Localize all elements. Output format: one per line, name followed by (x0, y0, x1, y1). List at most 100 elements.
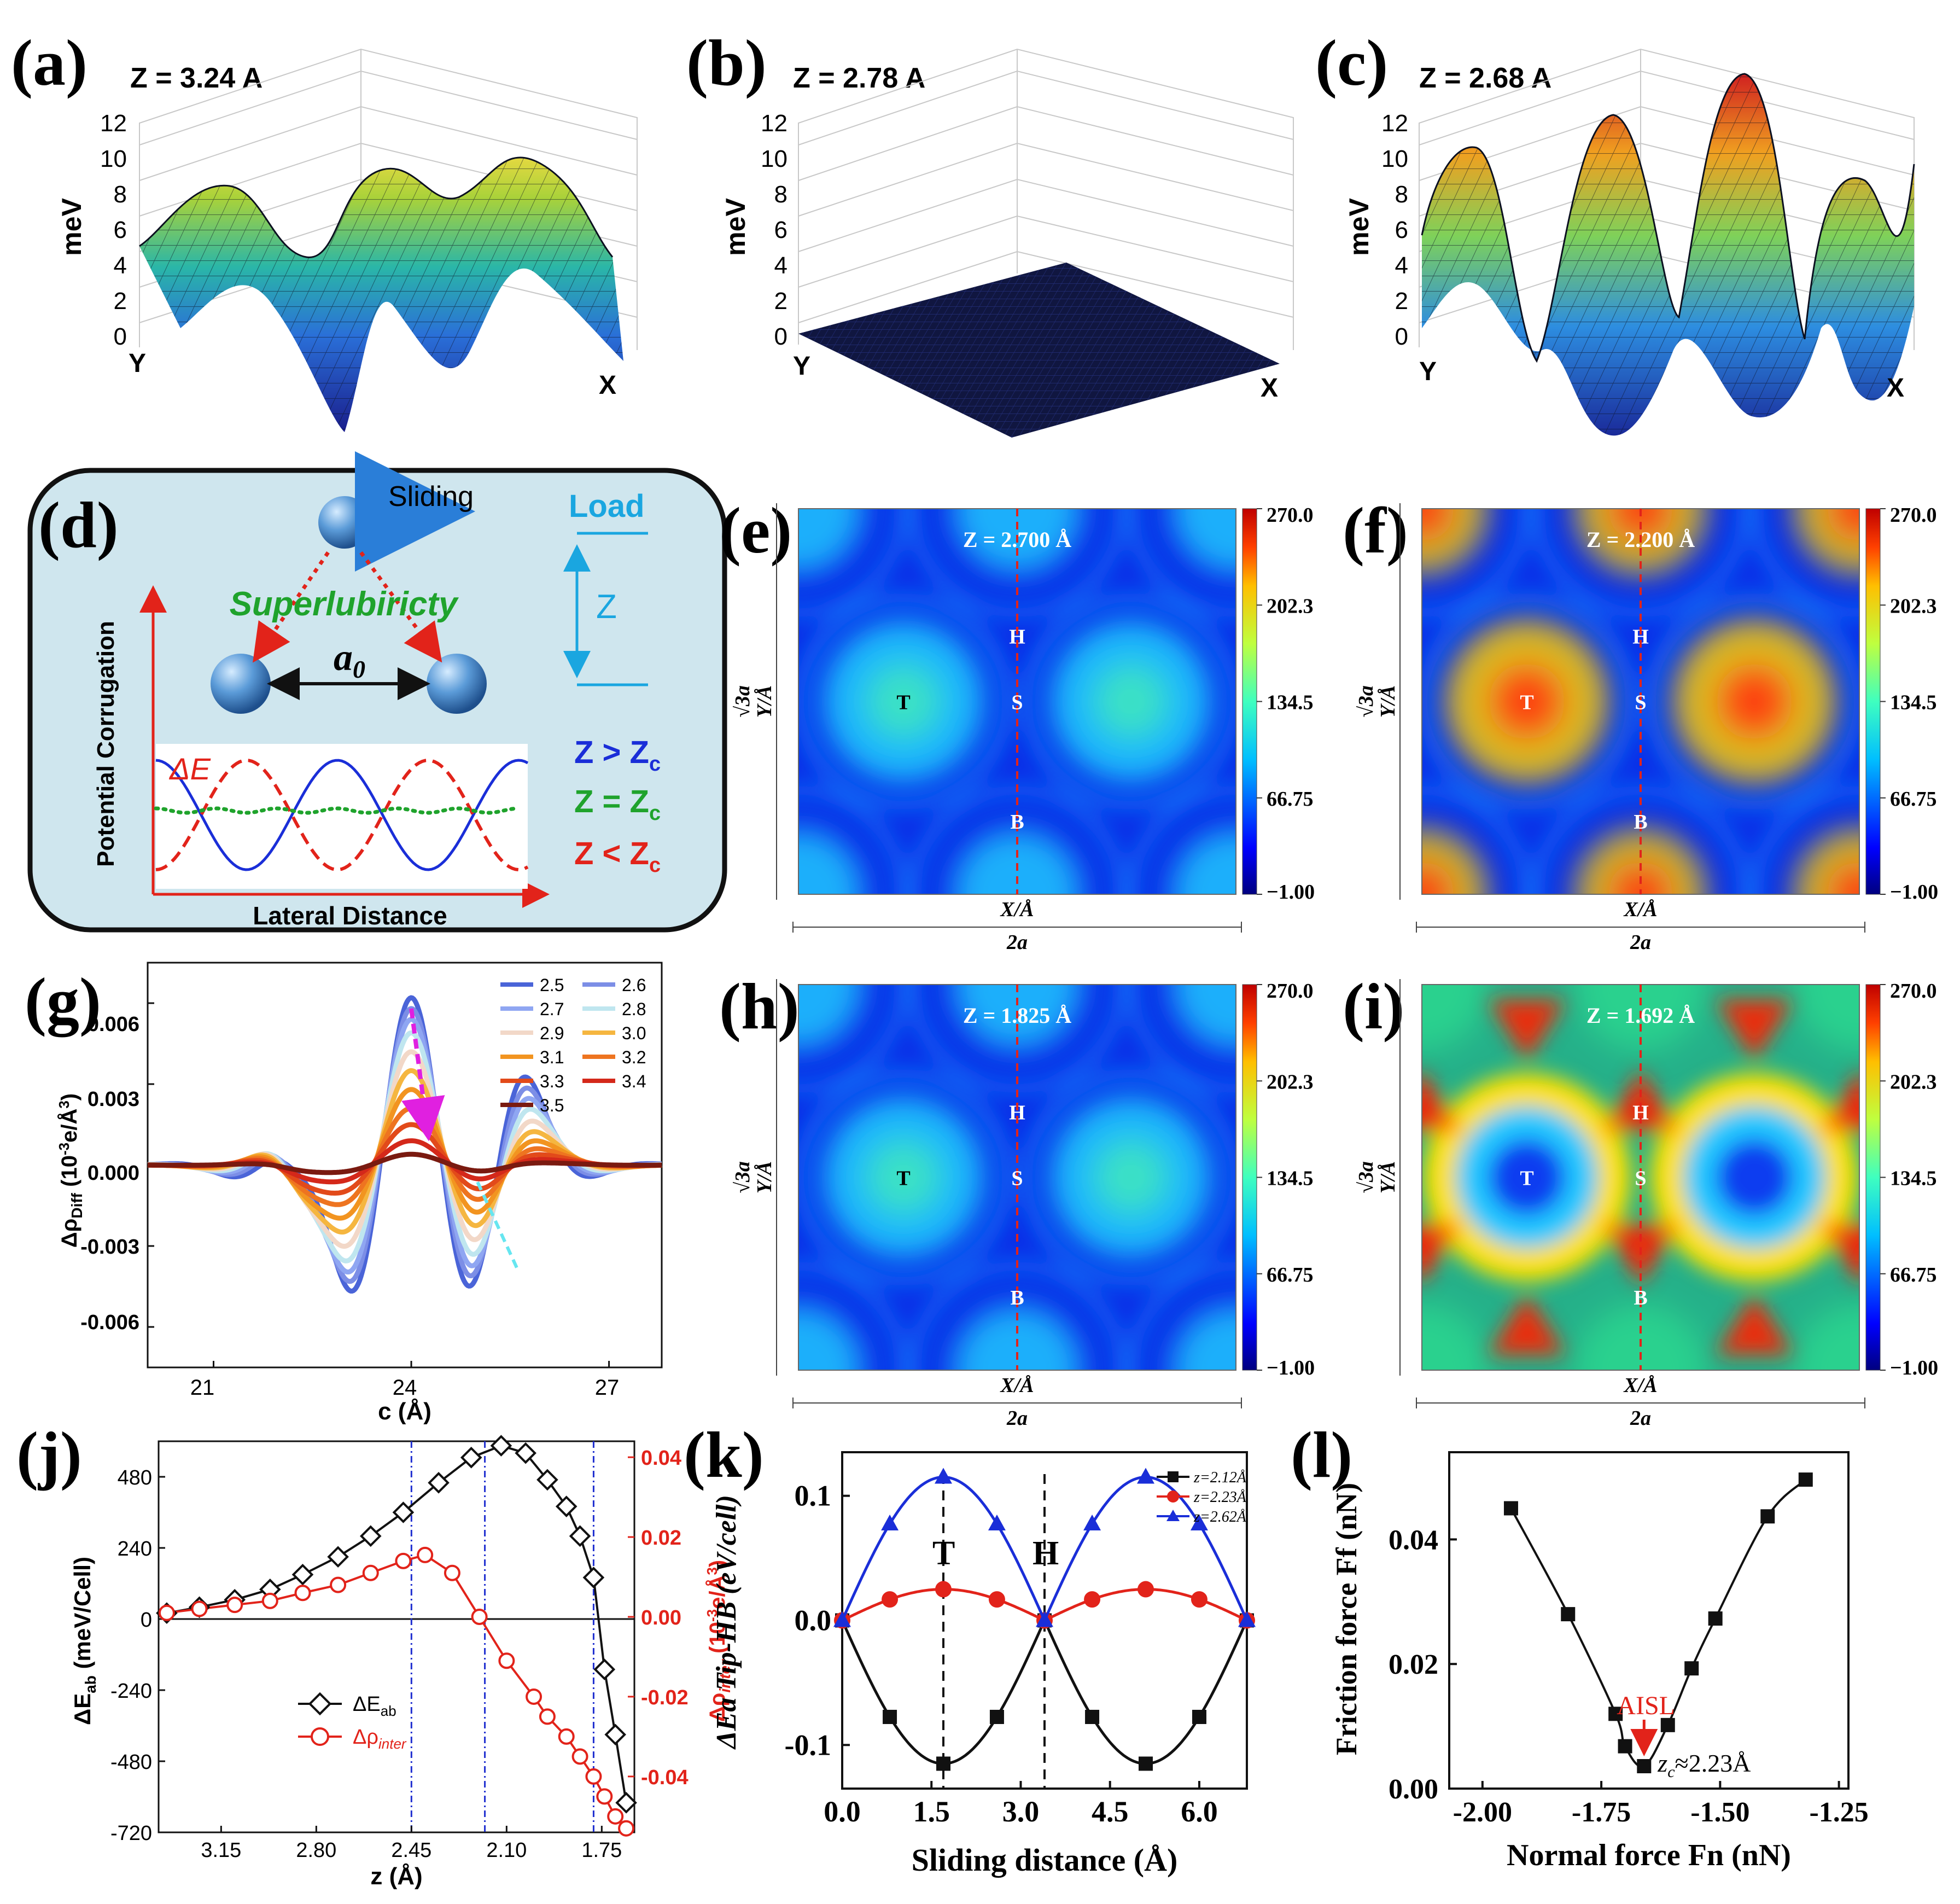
x-axis-label: Sliding distance (Å) (912, 1842, 1178, 1878)
svg-text:8: 8 (114, 181, 127, 208)
data-point (1760, 1509, 1775, 1524)
legend: z=2.12Å z=2.23Å z=2.62Å (1157, 1469, 1247, 1525)
svg-text:0.1: 0.1 (795, 1480, 832, 1512)
svg-text:24: 24 (393, 1376, 417, 1400)
legend-label: 3.5 (540, 1096, 564, 1115)
trend-dash (475, 1180, 518, 1268)
svg-text:2.45: 2.45 (391, 1839, 431, 1862)
box-3d (798, 48, 1294, 350)
map-title: Z = 2.700 Å (963, 527, 1071, 552)
y-ticks: 0.04 0.02 0.00 (1389, 1524, 1438, 1805)
site-label-t: T (1520, 1167, 1533, 1190)
svg-text:-0.04: -0.04 (641, 1766, 689, 1789)
x-axis-label: X (599, 371, 616, 400)
site-h-label: H (1032, 1535, 1059, 1572)
z-label: Z (596, 588, 617, 626)
density-point (362, 1564, 379, 1581)
series-2.5 (147, 995, 662, 1294)
legend-marker-energy (308, 1692, 332, 1716)
marker (1085, 1709, 1100, 1724)
heatmap-field (798, 509, 1236, 894)
y-axis-label: Y/Å (1376, 1161, 1399, 1193)
colorbar-tick-label: 134.5 (1267, 691, 1314, 714)
y-axis-label: Y (793, 352, 810, 381)
panel-label: (h) (719, 970, 800, 1043)
colorbar-tick-label: 66.75 (1267, 788, 1314, 811)
colorbar-tick-label: 270.0 (1267, 980, 1314, 1003)
colorbar-tick-label: 202.3 (1267, 1070, 1314, 1093)
colorbar-tick-label: 270.0 (1890, 980, 1937, 1003)
schematic-legend: Z > Zc Z = Zc Z < Zc (574, 735, 661, 877)
legend-label: 2.9 (540, 1023, 564, 1043)
marker (989, 1709, 1004, 1724)
y-ticks: 0.006 0.003 0.000 -0.003 -0.006 (80, 1013, 139, 1334)
svg-text:-1.25: -1.25 (1809, 1797, 1868, 1828)
zc-annotation: zc≈2.23Å (1657, 1749, 1751, 1781)
svg-text:0.00: 0.00 (1389, 1774, 1438, 1805)
interaction-arrow-left (253, 551, 330, 663)
energy-point (327, 1546, 349, 1568)
x-axis-label: X/Å (1000, 1374, 1034, 1397)
panel-label: (c) (1315, 26, 1388, 99)
y-axis-label: ΔρDiff (10-3e/Å3) (56, 1093, 85, 1248)
colorbar-tick-label: 66.75 (1890, 788, 1937, 811)
energy-point (569, 1525, 591, 1547)
density-point (158, 1604, 175, 1621)
marker (1192, 1709, 1206, 1724)
legend-label: z=2.62Å (1193, 1509, 1247, 1525)
svg-text:12: 12 (1381, 110, 1408, 137)
colorbar (1865, 508, 1881, 895)
data-point (1561, 1607, 1576, 1622)
svg-text:2: 2 (774, 288, 788, 315)
svg-text:1.5: 1.5 (913, 1795, 950, 1828)
colorbar-tick-label: −1.00 (1890, 881, 1938, 904)
series-2.8 (147, 1030, 662, 1263)
z-axis-label: meV (56, 198, 87, 256)
marker (1083, 1515, 1101, 1531)
density-point (261, 1592, 278, 1609)
panel-label: (e) (719, 494, 792, 567)
colorbar (1242, 984, 1257, 1371)
svg-text:0.02: 0.02 (641, 1527, 681, 1550)
svg-text:0: 0 (1395, 323, 1408, 350)
legend-label: 3.1 (540, 1047, 564, 1067)
panel-b: (b) Z = 2.78 A meV 0 2 4 6 8 10 12 Y X (686, 26, 1294, 438)
y-span-label: √3a (1355, 1161, 1378, 1193)
density-point (571, 1748, 588, 1765)
svg-text:-0.02: -0.02 (641, 1686, 689, 1709)
marker (1190, 1515, 1208, 1531)
svg-text:3.15: 3.15 (201, 1839, 241, 1862)
surface-b (798, 263, 1280, 438)
series-3.3 (148, 1122, 662, 1196)
schematic-curves (154, 758, 529, 872)
y-span-label: √3a (731, 685, 754, 718)
density-point (607, 1808, 624, 1825)
panel-label: (g) (25, 964, 101, 1038)
friction-plot (1449, 1472, 1840, 1790)
map-title: Z = 1.692 Å (1586, 1003, 1695, 1028)
site-label-b: B (1010, 811, 1024, 834)
atom-top (318, 496, 371, 549)
y-axis-label: ΔEa Tip-HB (eV/cell) (711, 1495, 742, 1750)
site-label-t: T (896, 691, 910, 714)
panel-label: (a) (11, 26, 88, 99)
energy-point (536, 1469, 558, 1491)
x-axis-label: X (1261, 374, 1278, 403)
svg-text:-2.00: -2.00 (1453, 1797, 1512, 1828)
svg-text:0.02: 0.02 (1389, 1649, 1438, 1680)
y-axis-label: Y/Å (753, 1161, 776, 1193)
marker (1191, 1591, 1208, 1608)
legend-label: 3.4 (622, 1072, 646, 1091)
legend-label: 2.8 (622, 999, 646, 1019)
schematic-plot-area (156, 744, 528, 889)
legend: 2.5 2.6 2.7 2.8 2.9 3.0 3.1 3.2 3.3 3.4 3.5 (500, 975, 646, 1115)
y-axis-right-label: Δρinter (10-3e/Å3) (704, 1560, 733, 1722)
svg-text:12: 12 (100, 110, 127, 137)
data-point (1637, 1759, 1652, 1773)
svg-text:0.04: 0.04 (1389, 1524, 1438, 1556)
colorbar-tick-label: 134.5 (1267, 1167, 1314, 1190)
density-point (444, 1564, 460, 1581)
y-span-label: √3a (731, 1161, 754, 1193)
data-point (1798, 1472, 1813, 1487)
svg-text:10: 10 (100, 145, 127, 172)
